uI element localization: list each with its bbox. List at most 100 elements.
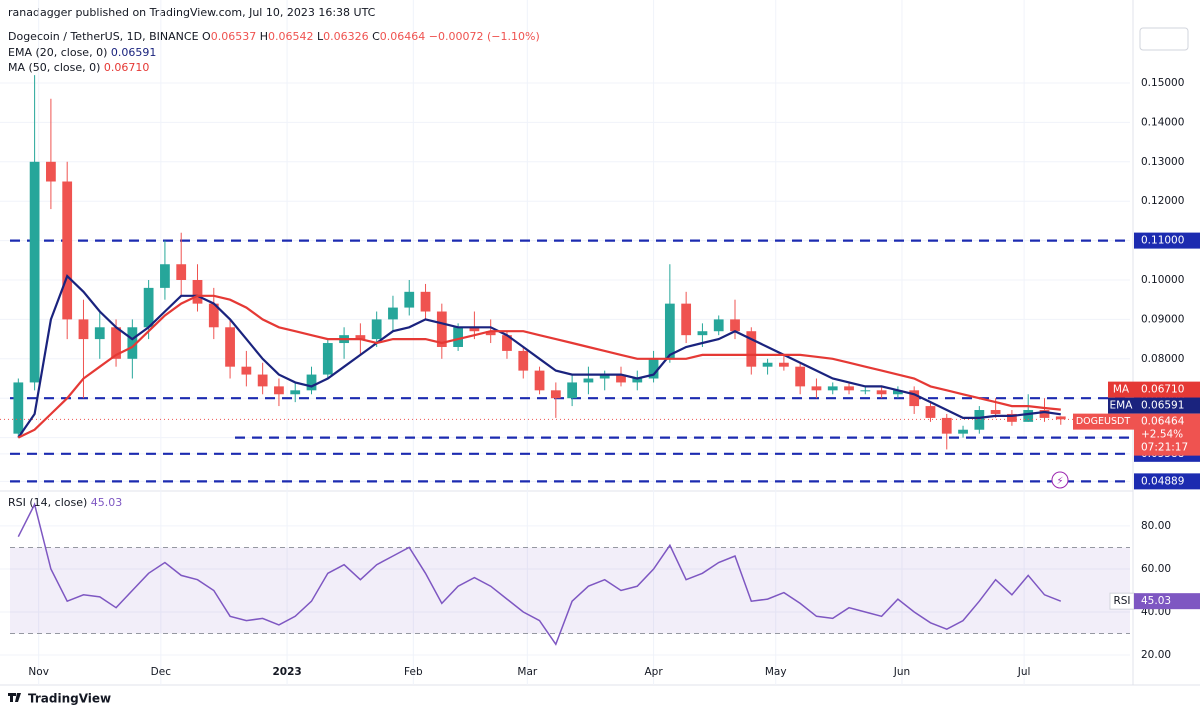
last-price: 0.06464 (1141, 416, 1185, 428)
candle-body (893, 390, 903, 395)
indicator-legend: EMA (20, close, 0) 0.06591 (8, 46, 156, 59)
candle-body (436, 311, 447, 347)
rsi-last-box (1134, 593, 1200, 610)
candle-body (958, 429, 968, 434)
candle-body (111, 327, 121, 359)
ohlc-close: 0.06464 (380, 30, 426, 43)
ohlc-key: H (256, 30, 268, 43)
y-tick-label: 0.04889 (1141, 475, 1184, 487)
indicator-last-value: 0.06710 (1141, 384, 1184, 396)
symbol-tag: DOGEUSDT (1076, 416, 1130, 427)
candle-body (990, 410, 1001, 414)
indicator-legend-value: 0.06591 (111, 46, 157, 59)
indicator-legend-name: EMA (20, close, 0) (8, 46, 107, 59)
x-tick-label: Nov (28, 666, 49, 678)
candle-body (811, 386, 822, 391)
x-tick-label: 2023 (272, 666, 301, 678)
last-price-box (1134, 413, 1200, 456)
ohlc-high: 0.06542 (268, 30, 314, 43)
candle-body (746, 331, 757, 367)
indicator-tag-box (1108, 381, 1134, 398)
candle-body (827, 386, 838, 391)
candle-body (420, 291, 431, 312)
candle-body (974, 410, 985, 430)
indicator-legend: MA (50, close, 0) 0.06710 (8, 61, 149, 74)
candle-body (876, 390, 887, 395)
rsi-tag: RSI (1113, 595, 1130, 607)
ohlc-legend: Dogecoin / TetherUS, 1D, BINANCE O0.0653… (8, 30, 540, 43)
indicator-tag-box (1108, 397, 1134, 414)
y-tick-label: 0.09000 (1141, 313, 1184, 325)
rsi-band (10, 547, 1130, 634)
candle-body (355, 335, 366, 340)
candle-body (681, 303, 692, 336)
y-tick-label: 0.13000 (1141, 156, 1184, 168)
indicator-line (17, 294, 1061, 439)
candle-body (941, 417, 952, 434)
candle-body (1039, 410, 1050, 418)
x-tick-label: Dec (151, 666, 172, 678)
event-icon[interactable] (1051, 471, 1069, 489)
footer-logo (8, 693, 21, 702)
y-tick-label: 0.14000 (1141, 116, 1184, 128)
candle-body (583, 378, 594, 383)
candle-body (778, 362, 789, 367)
candle-body (648, 358, 659, 379)
candle-body (29, 161, 40, 383)
candle-body (13, 382, 24, 434)
ohlc-key: C (369, 30, 380, 43)
ohlc-change: −0.00072 (−1.10%) (429, 30, 540, 43)
level-price-box (1134, 473, 1200, 490)
candle-body (225, 327, 235, 367)
last-change: +2.54% (1141, 429, 1183, 441)
footer-brand: TradingView (28, 692, 111, 706)
candle-body (567, 382, 578, 399)
y-tick-label: 0.10000 (1141, 274, 1184, 286)
candle-body (1023, 410, 1034, 422)
published-header: ranadagger published on TradingView.com,… (8, 6, 376, 19)
rsi-legend-name: RSI (14, close) (8, 496, 87, 509)
candle-body (274, 386, 284, 395)
y-tick-label: 0.12000 (1141, 195, 1184, 207)
indicator-tag: MA (1113, 384, 1130, 396)
candle-body (160, 264, 170, 288)
scale-button[interactable] (1139, 27, 1189, 51)
x-tick-label: Jul (1017, 666, 1031, 678)
y-tick-label: 0.15000 (1141, 77, 1184, 89)
candle-body (502, 335, 512, 351)
level-price-box (1134, 232, 1200, 249)
candle-body (664, 303, 675, 359)
x-tick-label: Apr (644, 666, 663, 678)
indicator-last-box (1134, 381, 1200, 398)
rsi-tick-label: 80.00 (1141, 520, 1171, 532)
x-tick-label: Mar (517, 666, 537, 678)
ohlc-low: 0.06326 (323, 30, 369, 43)
event-icon-glyph: ⚡ (1056, 476, 1063, 487)
x-tick-label: May (765, 666, 787, 678)
symbol-title: Dogecoin / TetherUS, 1D, BINANCE (8, 30, 199, 43)
candle-body (762, 362, 773, 367)
indicator-last-value: 0.06591 (1141, 400, 1184, 412)
rsi-legend: RSI (14, close) 45.03 (8, 496, 122, 509)
candle-body (697, 331, 708, 336)
candle-body (616, 374, 626, 383)
candle-body (208, 303, 219, 328)
rsi-tick-label: 60.00 (1141, 563, 1171, 575)
candle-body (713, 319, 724, 332)
candle-body (909, 390, 920, 407)
candle-body (127, 327, 138, 359)
candle-body (925, 406, 936, 418)
ohlc-key: L (313, 30, 323, 43)
candle-body (62, 181, 73, 320)
candle-body (453, 327, 463, 347)
candle-body (290, 390, 301, 395)
candle-body (860, 390, 871, 392)
y-tick-label: 0.08000 (1141, 353, 1184, 365)
symbol-tag-box (1073, 413, 1134, 430)
x-tick-label: Jun (893, 666, 910, 678)
candle-body (518, 350, 529, 371)
candle-body (730, 319, 740, 332)
candle-body (599, 374, 610, 379)
candle-body (257, 374, 268, 387)
